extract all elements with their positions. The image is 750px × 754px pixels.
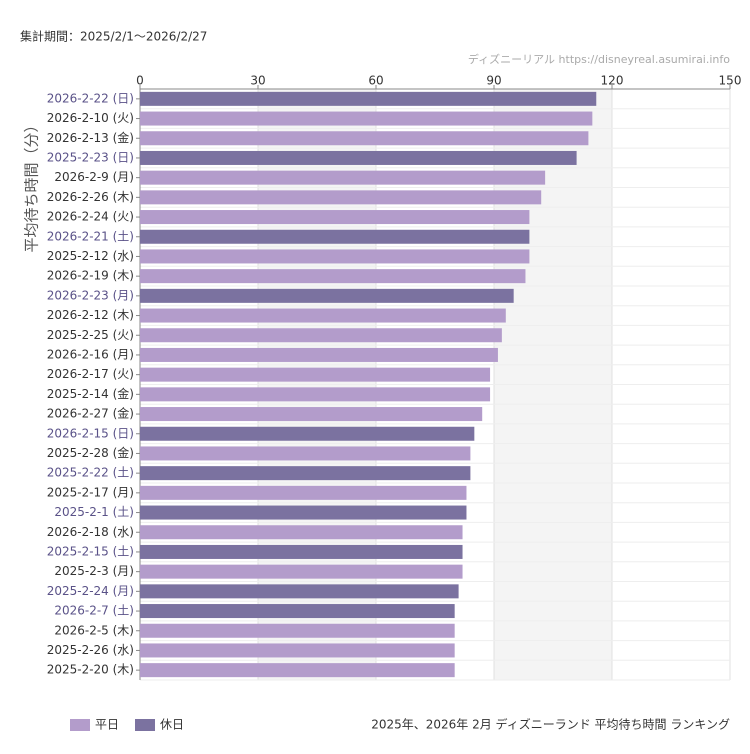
bar xyxy=(140,328,502,343)
bar xyxy=(140,407,483,422)
source: ディズニーリアル https://disneyreal.asumirai.inf… xyxy=(468,52,730,66)
bar xyxy=(140,584,459,599)
y-tick-label: 2026-2-24 (火) xyxy=(47,210,134,224)
bar xyxy=(140,466,471,481)
bar xyxy=(140,564,463,579)
y-tick-label: 2026-2-21 (土) xyxy=(47,229,134,243)
y-tick-label: 2026-2-16 (月) xyxy=(47,347,134,361)
bar xyxy=(140,269,526,284)
y-tick-label: 2026-2-17 (火) xyxy=(47,367,134,381)
y-tick-label: 2026-2-27 (金) xyxy=(47,406,134,421)
bar xyxy=(140,131,589,146)
bar xyxy=(140,505,467,520)
bar xyxy=(140,111,593,126)
y-tick-label: 2025-2-22 (土) xyxy=(47,466,134,480)
x-tick-label: 150 xyxy=(719,74,742,88)
y-tick-label: 2026-2-10 (火) xyxy=(47,111,134,125)
y-tick-label: 2025-2-26 (水) xyxy=(47,643,134,657)
bar xyxy=(140,663,455,678)
y-tick-label: 2026-2-12 (木) xyxy=(47,308,134,322)
bar xyxy=(140,387,491,402)
y-tick-label: 2025-2-25 (火) xyxy=(47,328,134,342)
y-tick-label: 2026-2-5 (木) xyxy=(54,623,134,637)
bar xyxy=(140,367,491,382)
bar xyxy=(140,525,463,540)
y-tick-label: 2026-2-7 (土) xyxy=(54,604,134,618)
y-tick-label: 2025-2-20 (木) xyxy=(47,663,134,677)
bar xyxy=(140,623,455,638)
y-tick-label: 2025-2-3 (月) xyxy=(54,564,134,578)
bar xyxy=(140,210,530,225)
y-tick-label: 2025-2-28 (金) xyxy=(47,445,134,460)
legend-swatch xyxy=(135,719,155,731)
bar xyxy=(140,249,530,264)
y-tick-label: 2026-2-13 (金) xyxy=(47,130,134,145)
bar xyxy=(140,446,471,461)
bar xyxy=(140,308,506,323)
y-tick-label: 2025-2-17 (月) xyxy=(47,485,134,499)
y-tick-label: 2025-2-24 (月) xyxy=(47,584,134,598)
y-tick-label: 2026-2-23 (月) xyxy=(47,288,134,302)
y-tick-label: 2026-2-19 (木) xyxy=(47,269,134,283)
bar xyxy=(140,190,542,205)
x-tick-label: 120 xyxy=(601,74,624,88)
legend-swatch xyxy=(70,719,90,731)
y-tick-label: 2025-2-23 (日) xyxy=(47,150,134,164)
bar xyxy=(140,170,546,185)
y-tick-label: 2025-2-12 (水) xyxy=(47,249,134,263)
legend-label: 休日 xyxy=(160,718,184,732)
bar xyxy=(140,604,455,619)
y-tick-label: 2026-2-22 (日) xyxy=(47,91,134,105)
x-tick-label: 0 xyxy=(136,74,144,88)
y-tick-label: 2025-2-15 (土) xyxy=(47,544,134,558)
y-tick-label: 2026-2-26 (木) xyxy=(47,190,134,204)
legend-label: 平日 xyxy=(95,718,119,732)
bar xyxy=(140,347,498,362)
y-axis-title: 平均待ち時間（分） xyxy=(23,117,41,252)
x-tick-label: 30 xyxy=(250,74,265,88)
y-tick-label: 2025-2-1 (土) xyxy=(54,505,134,519)
bar xyxy=(140,643,455,658)
chart-title: 2025年、2026年 2月 ディズニーランド 平均待ち時間 ランキング xyxy=(371,717,730,732)
x-tick-label: 60 xyxy=(368,74,383,88)
y-tick-label: 2026-2-18 (水) xyxy=(47,525,134,539)
bar xyxy=(140,544,463,559)
bar xyxy=(140,426,475,441)
bar xyxy=(140,288,514,303)
bar xyxy=(140,150,577,165)
bar xyxy=(140,229,530,244)
bar xyxy=(140,485,467,500)
y-tick-label: 2026-2-9 (月) xyxy=(54,170,134,184)
y-tick-label: 2025-2-14 (金) xyxy=(47,386,134,401)
period: 集計期間：2025/2/1～2026/2/27 xyxy=(20,29,207,44)
y-tick-label: 2026-2-15 (日) xyxy=(47,426,134,440)
x-tick-label: 90 xyxy=(486,74,501,88)
bar xyxy=(140,91,597,106)
